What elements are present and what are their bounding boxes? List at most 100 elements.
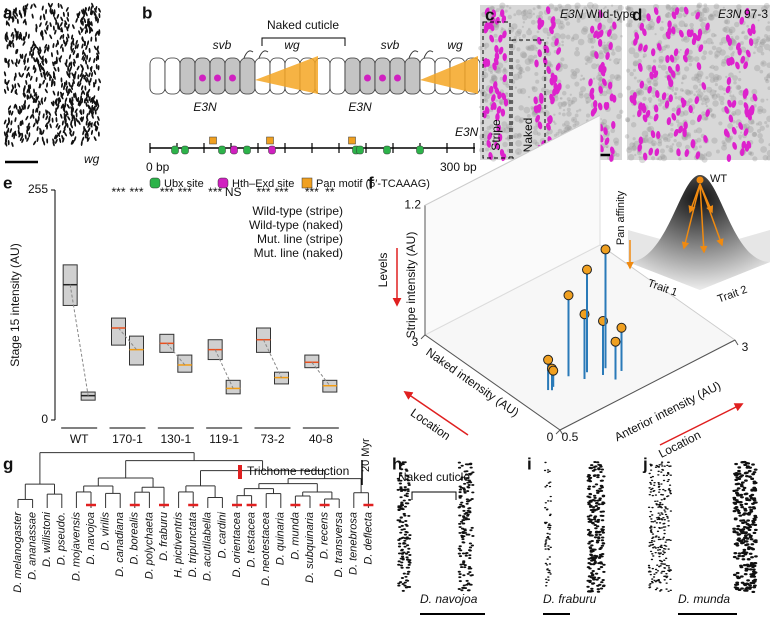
texture (585, 101, 589, 105)
texture (711, 32, 716, 38)
trichome (401, 521, 405, 524)
cell-mark (79, 77, 83, 83)
cell-mark (91, 10, 94, 16)
trichome (471, 535, 475, 537)
cell-mark (40, 72, 43, 78)
cell-mark (32, 113, 35, 119)
texture (661, 20, 664, 24)
trichome (593, 496, 597, 499)
trichome (463, 566, 467, 569)
texture (530, 19, 536, 25)
texture (647, 97, 653, 102)
trichome (657, 579, 660, 581)
trichome (660, 463, 663, 465)
texture (750, 12, 757, 20)
texture (637, 58, 642, 64)
nucleus (656, 131, 661, 140)
texture (523, 106, 531, 114)
trichome (465, 552, 469, 554)
cell-mark (6, 35, 9, 41)
cell-mark (7, 59, 10, 65)
x-tick (559, 429, 564, 436)
texture (518, 66, 524, 73)
trichome (594, 483, 599, 486)
nucleus (550, 96, 555, 105)
texture (716, 75, 722, 81)
texture (579, 78, 583, 82)
trichome (397, 545, 402, 548)
cell-mark (81, 43, 84, 49)
texture (647, 64, 652, 69)
cell-mark (70, 85, 73, 91)
trichome (587, 542, 591, 545)
species-label: D. recens (319, 512, 331, 560)
panel-letter: c (485, 5, 494, 24)
cell-mark (26, 137, 30, 142)
trichome (601, 579, 605, 582)
trichome (666, 480, 669, 483)
cell (344, 57, 361, 95)
enhancer-label: E3N (193, 100, 217, 114)
legend-swatch (217, 177, 229, 189)
texture (501, 121, 508, 127)
cell-mark (13, 75, 16, 81)
trichome (407, 498, 412, 501)
trichome (407, 570, 411, 573)
cell-mark (80, 63, 84, 69)
cell-mark (21, 132, 24, 138)
cell-mark (81, 74, 84, 79)
cell-mark (85, 101, 88, 107)
texture (533, 54, 538, 59)
texture (632, 68, 637, 72)
texture (743, 35, 749, 40)
texture (516, 133, 522, 139)
nucleus (497, 91, 502, 100)
texture (738, 70, 741, 74)
texture (521, 14, 528, 21)
z-axis-title: Stripe intensity (AU) (404, 232, 418, 339)
trichome (740, 541, 745, 544)
trichome (461, 538, 465, 541)
trichome (650, 518, 653, 520)
trichome (656, 570, 660, 572)
trichome (587, 501, 591, 504)
texture (528, 58, 534, 64)
trichome (654, 551, 657, 554)
nucleus (743, 61, 748, 70)
texture (507, 14, 512, 20)
trichome (668, 484, 672, 486)
legend-label: Pan motif (5′-TCAAAG) (316, 178, 430, 190)
texture (689, 119, 696, 126)
cell-mark (63, 116, 66, 122)
texture (663, 136, 669, 142)
trichome (660, 506, 663, 509)
cell-mark (93, 121, 97, 126)
cell-mark (5, 8, 8, 14)
cell-mark (65, 80, 68, 86)
texture (640, 14, 648, 21)
trichome (647, 564, 651, 567)
trichome (407, 514, 411, 517)
texture (557, 79, 562, 84)
trichome (599, 484, 604, 487)
cell-mark (93, 70, 97, 75)
cell-mark (55, 20, 58, 26)
trichome (667, 548, 670, 550)
texture (575, 47, 580, 51)
texture (715, 149, 720, 154)
cell-mark (71, 34, 74, 40)
texture (565, 34, 571, 40)
trichome (732, 555, 737, 559)
texture (741, 31, 744, 35)
trichome (657, 504, 661, 506)
cell-mark (33, 88, 35, 94)
trichome (664, 507, 668, 509)
texture (611, 51, 616, 56)
trichome (662, 516, 665, 519)
trichome (548, 514, 552, 517)
trichome (596, 474, 600, 477)
cell-mark (17, 129, 20, 135)
cell-mark (94, 109, 97, 115)
trichome (663, 519, 666, 521)
trichome (405, 566, 409, 569)
